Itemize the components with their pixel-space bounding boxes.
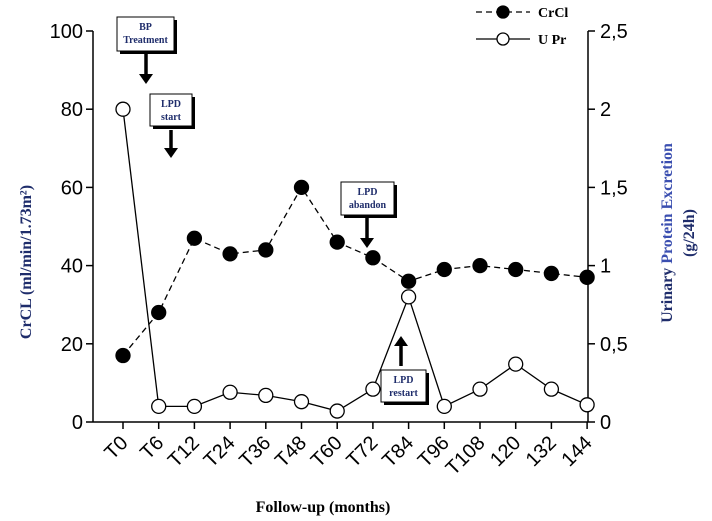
data-point-u-pr	[258, 387, 274, 404]
x-tick-label: 120	[486, 432, 525, 471]
x-tick-label: T84	[378, 432, 418, 472]
annotation-line2: Treatment	[123, 35, 168, 46]
legend-marker	[496, 5, 510, 19]
data-point-crcl	[436, 261, 452, 278]
annotation-box-shadow	[120, 51, 177, 54]
data-point-u-pr	[543, 381, 560, 397]
data-point-crcl	[508, 261, 524, 278]
x-tick-label: T60	[307, 432, 347, 472]
data-point-u-pr	[293, 394, 310, 410]
x-tick-label: T24	[200, 432, 240, 472]
y-tick-label-right: 1,5	[600, 177, 628, 199]
y-tick-label-right: 2,5	[600, 21, 628, 43]
series-lines	[115, 101, 595, 419]
y-tick-label-left: 100	[50, 21, 83, 43]
data-point-crcl	[400, 273, 417, 289]
y-axis-label-right-part2: Protein Excretion	[659, 143, 676, 264]
data-point-crcl	[293, 179, 310, 196]
y-axis-label-left: CrCL (ml/min/1.73m²)	[18, 185, 35, 339]
annotation-line2: start	[161, 112, 182, 123]
x-tick-label: T48	[271, 432, 311, 472]
legend-label: U Pr	[538, 33, 566, 48]
annotation-box-shadow	[174, 20, 177, 54]
x-tick-label: T0	[100, 432, 132, 464]
annotation: LPD start	[149, 93, 195, 158]
data-point-u-pr	[508, 356, 524, 372]
x-tick-label: 144	[557, 432, 596, 471]
data-point-crcl	[543, 265, 560, 282]
data-point-crcl	[186, 230, 203, 246]
y-axis-label-right-part1: Urinary	[659, 264, 676, 323]
x-tick-label: 132	[522, 432, 561, 471]
annotation: BP Treatment	[116, 16, 177, 84]
annotation-line1: LPD	[358, 187, 378, 198]
data-point-u-pr	[436, 398, 452, 415]
data-point-crcl	[258, 242, 274, 258]
arrowhead-down-icon	[360, 238, 374, 248]
y-tick-label-left: 60	[61, 177, 83, 199]
data-point-crcl	[579, 269, 595, 285]
y-tick-label-left: 0	[72, 412, 83, 434]
y-tick-label-right: 0	[600, 412, 611, 434]
data-point-u-pr	[222, 384, 238, 400]
data-point-crcl	[365, 250, 381, 266]
data-point-u-pr	[400, 289, 417, 305]
legend: CrCl U Pr	[476, 5, 568, 48]
data-point-u-pr	[151, 398, 167, 415]
y-tick-label-right: 0,5	[600, 334, 628, 356]
data-point-crcl	[115, 347, 131, 364]
annotation-line1: BP	[139, 22, 152, 33]
data-point-crcl	[329, 234, 345, 250]
arrowhead-down-icon	[139, 74, 153, 84]
annotation-box	[380, 369, 427, 403]
annotation-box-shadow	[192, 97, 195, 129]
data-point-u-pr	[365, 381, 381, 397]
data-point-u-pr	[579, 397, 595, 413]
y-tick-label-right: 1	[600, 256, 611, 278]
y-tick-label-left: 40	[61, 256, 83, 278]
annotation-box	[340, 181, 395, 216]
annotation-box-shadow	[426, 373, 429, 405]
annotation-line2: restart	[389, 388, 418, 399]
arrowhead-down-icon	[164, 148, 178, 158]
x-tick-label: T12	[164, 432, 204, 472]
annotation-box-shadow	[394, 185, 397, 218]
y-tick-label-left: 80	[61, 99, 83, 121]
data-point-crcl	[472, 257, 488, 274]
annotation-box-shadow	[153, 126, 195, 129]
data-point-crcl	[222, 246, 238, 262]
annotation-line1: LPD	[161, 99, 181, 110]
x-tick-label: T36	[235, 432, 275, 472]
y-tick-label-left: 20	[61, 334, 83, 356]
annotation-box-shadow	[344, 215, 397, 218]
x-tick-label: T108	[442, 432, 490, 480]
arrowhead-up-icon	[394, 336, 408, 346]
data-point-u-pr	[329, 403, 345, 419]
annotation: LPD restart	[380, 336, 429, 405]
x-tick-label: T72	[343, 432, 383, 472]
annotations: BP Treatment LPD start LPD abandon LPD restart	[116, 16, 429, 405]
legend-label: CrCl	[538, 6, 568, 21]
data-point-crcl	[151, 304, 167, 321]
x-axis-label: Follow-up (months)	[256, 499, 391, 516]
y-axis-label-right-unit: (g/24h)	[681, 209, 698, 257]
y-axis-label-right: Urinary Protein Excretion	[659, 143, 676, 323]
annotation-line1: LPD	[394, 375, 414, 386]
annotation-box	[149, 93, 193, 127]
data-point-u-pr	[115, 101, 131, 117]
annotation: LPD abandon	[340, 181, 397, 248]
annotation-line2: abandon	[349, 200, 387, 211]
x-tick-label: T6	[136, 432, 168, 464]
data-point-u-pr	[186, 398, 203, 415]
y-tick-label-right: 2	[600, 99, 611, 121]
legend-marker	[496, 32, 510, 46]
data-point-u-pr	[472, 381, 488, 397]
annotation-box-shadow	[384, 402, 429, 405]
